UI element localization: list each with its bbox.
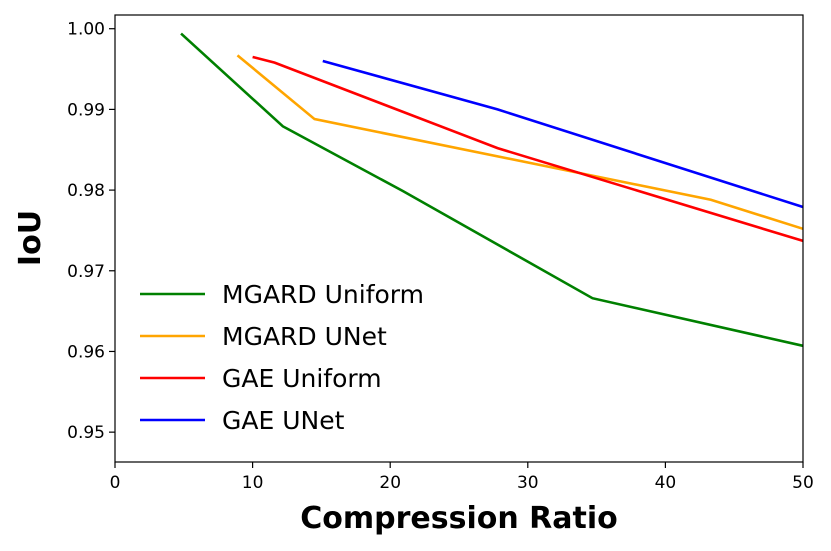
legend-label: MGARD UNet [222, 322, 387, 351]
series-line [252, 55, 804, 243]
x-tick-label: 50 [792, 473, 814, 493]
y-tick-label: 0.97 [67, 262, 105, 282]
series-line [236, 54, 804, 231]
y-tick-label: 1.00 [67, 20, 105, 40]
x-tick-label: 10 [242, 473, 264, 493]
y-tick-label: 0.95 [67, 423, 105, 443]
x-tick-label: 0 [110, 473, 121, 493]
x-tick-label: 20 [379, 473, 401, 493]
series-line [322, 59, 804, 209]
y-tick-label: 0.99 [67, 100, 105, 120]
series-line [180, 32, 804, 348]
y-tick-label: 0.96 [67, 342, 105, 362]
y-tick-label: 0.98 [67, 181, 105, 201]
plot-frame [114, 14, 804, 463]
legend-label: GAE Uniform [222, 364, 382, 393]
x-tick-label: 40 [655, 473, 677, 493]
x-axis-label: Compression Ratio [300, 501, 618, 536]
legend-label: GAE UNet [222, 406, 345, 435]
y-axis-label: IoU [13, 210, 48, 266]
legend-label: MGARD Uniform [222, 280, 424, 309]
x-tick-label: 30 [517, 473, 539, 493]
